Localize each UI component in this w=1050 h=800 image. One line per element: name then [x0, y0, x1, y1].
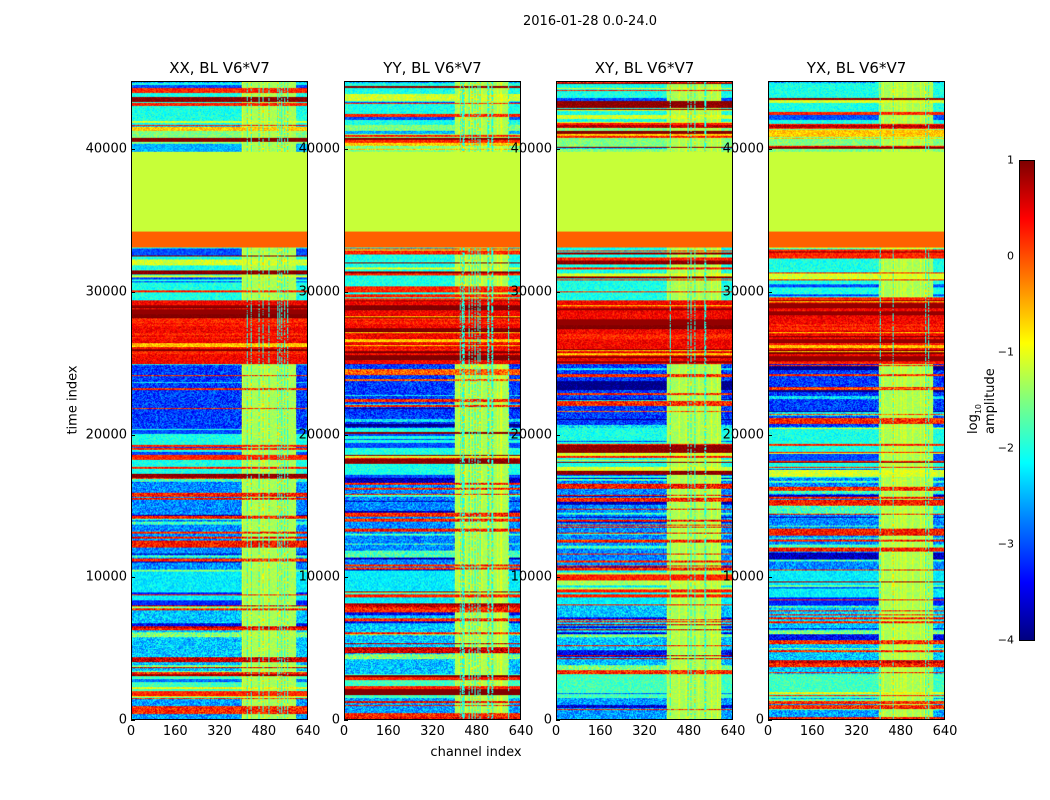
y-tick-mark: [556, 292, 560, 294]
x-tick-label: 480: [251, 724, 277, 739]
y-tick-label: 30000: [510, 284, 552, 300]
x-tick-label: 640: [932, 724, 958, 739]
x-tick-label: 320: [207, 724, 232, 739]
y-axis-label: time index: [65, 365, 81, 435]
y-tick-label: 40000: [722, 141, 764, 157]
y-tick-mark: [344, 434, 348, 436]
y-tick-mark: [768, 149, 772, 151]
y-tick-mark: [344, 720, 348, 721]
y-tick-mark: [131, 720, 135, 721]
x-axis-label: channel index: [430, 745, 522, 760]
panel-title: XY, BL V6*V7: [594, 59, 695, 77]
y-tick-mark: [344, 577, 348, 579]
colorbar: [1019, 160, 1035, 641]
colorbar-label: log10 amplitude: [966, 368, 998, 434]
heatmap-panel: [768, 81, 945, 720]
x-tick-label: 640: [720, 724, 746, 739]
y-tick-mark: [768, 720, 772, 721]
y-tick-label: 0: [755, 712, 764, 728]
y-tick-label: 40000: [510, 141, 552, 157]
heatmap-image: [557, 82, 732, 719]
y-tick-mark: [344, 292, 348, 294]
y-tick-label: 0: [118, 712, 127, 728]
x-tick-label: 480: [888, 724, 914, 739]
colorbar-tick-label: −3: [997, 537, 1014, 551]
heatmap-panel: [131, 81, 308, 720]
y-tick-mark: [344, 149, 348, 151]
y-tick-mark: [556, 434, 560, 436]
y-tick-mark: [556, 720, 560, 721]
y-tick-label: 20000: [85, 427, 127, 443]
y-tick-mark: [556, 149, 560, 151]
y-tick-mark: [131, 292, 135, 294]
y-tick-mark: [131, 149, 135, 151]
y-tick-label: 40000: [85, 141, 127, 157]
x-tick-label: 480: [464, 724, 490, 739]
panel-title: YY, BL V6*V7: [383, 59, 482, 77]
y-tick-label: 20000: [510, 427, 552, 443]
y-tick-label: 10000: [85, 569, 127, 585]
figure-title: 2016-01-28 0.0-24.0: [523, 14, 657, 29]
x-tick-label: 0: [126, 724, 136, 739]
heatmap-panel: [344, 81, 521, 720]
heatmap-panel: [556, 81, 733, 720]
x-tick-label: 160: [799, 724, 825, 739]
heatmap-image: [345, 82, 520, 719]
x-tick-label: 0: [339, 724, 349, 739]
y-tick-label: 10000: [510, 569, 552, 585]
colorbar-tick-label: −2: [997, 441, 1014, 455]
heatmap-image: [769, 82, 944, 719]
y-tick-label: 30000: [298, 284, 340, 300]
x-tick-label: 640: [508, 724, 534, 739]
y-tick-label: 20000: [298, 427, 340, 443]
x-tick-label: 0: [551, 724, 561, 739]
x-tick-label: 0: [763, 724, 773, 739]
y-tick-label: 10000: [722, 569, 764, 585]
y-tick-mark: [768, 577, 772, 579]
colorbar-tick-label: −4: [997, 633, 1014, 647]
x-tick-label: 320: [632, 724, 657, 739]
y-tick-label: 10000: [298, 569, 340, 585]
x-tick-label: 480: [676, 724, 702, 739]
y-tick-label: 30000: [722, 284, 764, 300]
colorbar-tick-label: −1: [997, 345, 1014, 359]
y-tick-label: 30000: [85, 284, 127, 300]
panel-title: XX, BL V6*V7: [169, 59, 270, 77]
colorbar-tick-label: 1: [1007, 153, 1014, 167]
y-tick-label: 20000: [722, 427, 764, 443]
y-tick-mark: [131, 434, 135, 436]
x-tick-label: 320: [844, 724, 869, 739]
y-tick-label: 40000: [298, 141, 340, 157]
y-tick-label: 0: [331, 712, 340, 728]
x-tick-label: 640: [295, 724, 321, 739]
y-tick-label: 0: [543, 712, 552, 728]
x-tick-label: 160: [162, 724, 188, 739]
y-tick-mark: [768, 434, 772, 436]
y-tick-mark: [131, 577, 135, 579]
heatmap-image: [132, 82, 307, 719]
colorbar-tick-label: 0: [1007, 249, 1014, 263]
y-tick-mark: [556, 577, 560, 579]
x-tick-label: 160: [587, 724, 613, 739]
panel-title: YX, BL V6*V7: [806, 59, 907, 77]
x-tick-label: 320: [420, 724, 445, 739]
x-tick-label: 160: [375, 724, 401, 739]
y-tick-mark: [768, 292, 772, 294]
